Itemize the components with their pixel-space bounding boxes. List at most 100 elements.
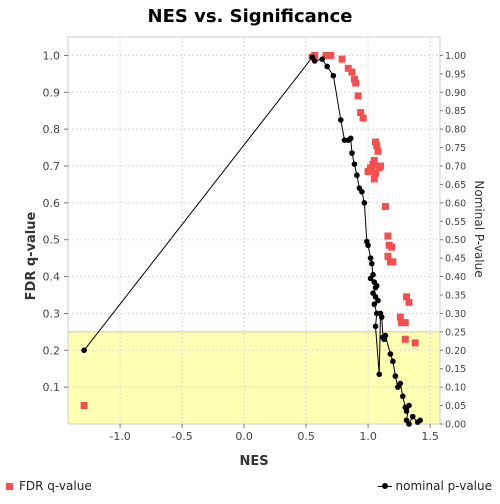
nominal-p-value-point <box>406 402 412 409</box>
y2-axis-label: Nominal P-value <box>472 180 486 277</box>
nominal-p-value-point <box>392 373 399 379</box>
y-axis-label: FDR q-value <box>24 211 39 300</box>
y-tick-label: 0.8 <box>43 123 61 136</box>
y2-tick-label: 0.65 <box>445 180 466 191</box>
fdr-q-value-point <box>311 51 319 59</box>
fdr-q-value-point <box>384 232 392 240</box>
fdr-q-value-point <box>405 298 413 306</box>
fdr-q-value-point <box>369 160 377 168</box>
nominal-legend-line-icon <box>377 482 392 490</box>
nominal-p-value-point <box>365 242 371 249</box>
y2-tick-label: 0.25 <box>445 327 466 338</box>
legend-fdr: FDR q-value <box>6 479 92 493</box>
x-tick-label: -1.0 <box>109 430 130 443</box>
y-tick-label: 0.9 <box>43 86 61 99</box>
fdr-q-value-point <box>327 51 335 59</box>
y2-tick-label: 0.50 <box>445 235 466 246</box>
fdr-q-value-point <box>401 319 409 327</box>
fdr-q-value-point <box>388 243 396 251</box>
nominal-p-value-point <box>359 189 365 195</box>
nominal-p-value-point <box>400 393 406 400</box>
nominal-p-value-point <box>390 358 396 365</box>
nominal-p-value-point <box>375 297 381 304</box>
x-axis: -1.0 -0.5 0.0 0.5 1.0 1.5 <box>109 424 439 443</box>
fdr-q-value-markers <box>80 51 419 410</box>
x-tick-label: 1.5 <box>421 430 439 443</box>
y-tick-label: 0.6 <box>43 197 61 210</box>
nominal-p-value-point <box>351 161 358 167</box>
fdr-q-value-point <box>372 138 380 146</box>
y2-tick-label: 0.85 <box>445 106 466 117</box>
y-axis-right: 0.00 0.05 0.10 0.15 0.20 0.25 0.30 0.35 0.40 0.45… <box>440 51 466 431</box>
nominal-p-value-point <box>354 172 360 179</box>
fdr-q-value-point <box>350 75 358 83</box>
nominal-p-value-point <box>361 200 368 206</box>
y2-tick-label: 0.55 <box>445 217 466 228</box>
fdr-q-value-point <box>373 142 381 150</box>
nominal-p-value-point <box>403 408 410 414</box>
y2-tick-label: 0.05 <box>445 401 466 412</box>
fdr-q-value-point <box>348 68 356 76</box>
y-tick-label: 1.0 <box>43 49 61 62</box>
nominal-p-value-point <box>367 255 374 261</box>
y2-tick-label: 0.35 <box>445 291 466 302</box>
fdr-q-value-point <box>384 252 392 260</box>
fdr-q-value-point <box>411 339 419 347</box>
nominal-p-value-point <box>382 332 389 339</box>
fdr-q-value-point <box>80 402 88 410</box>
y2-tick-label: 0.70 <box>445 162 466 173</box>
plot-frame <box>67 36 441 425</box>
y-tick-label: 0.1 <box>43 381 61 394</box>
fdr-q-value-point <box>368 166 376 174</box>
fdr-q-value-point <box>364 168 372 176</box>
x-tick-label: 1.0 <box>359 430 377 443</box>
y2-tick-label: 1.00 <box>445 51 466 62</box>
x-tick-label: 0.0 <box>235 430 253 443</box>
nominal-p-value-point <box>367 275 374 282</box>
fdr-q-value-point <box>372 169 380 177</box>
nominal-p-value-point <box>349 150 355 156</box>
nominal-p-value-point <box>324 63 330 70</box>
nominal-p-value-point <box>319 56 326 62</box>
fdr-q-value-point <box>338 55 346 63</box>
nominal-p-value-point <box>378 314 385 320</box>
y-tick-label: 0.7 <box>43 160 61 173</box>
y-tick-label: 0.2 <box>43 344 61 357</box>
y2-tick-label: 0.40 <box>445 272 466 283</box>
fdr-q-value-point <box>389 258 397 266</box>
nominal-p-value-markers <box>81 54 423 427</box>
y2-tick-label: 0.60 <box>445 198 466 209</box>
x-tick-label: -0.5 <box>171 430 192 443</box>
fdr-q-value-point <box>357 109 365 117</box>
significance-band <box>68 331 440 424</box>
fdr-q-value-point <box>322 51 330 59</box>
x-axis-label: NES <box>239 454 268 469</box>
y2-tick-label: 0.15 <box>445 364 466 375</box>
nominal-p-value-point <box>409 413 416 420</box>
nominal-p-value-point <box>372 323 379 330</box>
y-tick-label: 0.4 <box>43 271 61 284</box>
y2-tick-label: 0.20 <box>445 346 466 357</box>
nominal-p-value-point <box>371 301 378 308</box>
fdr-q-value-point <box>398 319 406 327</box>
x-tick-label: 0.5 <box>297 430 315 443</box>
y2-tick-label: 0.80 <box>445 125 466 136</box>
fdr-q-value-point <box>359 114 367 122</box>
chart-title: NES vs. Significance <box>148 6 353 27</box>
y2-tick-label: 0.00 <box>445 420 466 431</box>
legend-fdr-label: FDR q-value <box>19 479 92 493</box>
fdr-q-value-point <box>396 313 404 321</box>
gridlines <box>68 37 440 424</box>
fdr-q-value-point <box>374 147 382 155</box>
y2-tick-label: 0.45 <box>445 254 466 265</box>
nominal-p-value-point <box>311 58 318 64</box>
fdr-q-value-point <box>381 203 389 211</box>
nominal-p-value-point <box>347 135 354 142</box>
fdr-q-value-point <box>376 162 384 170</box>
fdr-q-value-point <box>354 92 362 100</box>
nominal-p-value-point <box>387 351 394 357</box>
nominal-p-value-point <box>81 347 87 354</box>
nominal-p-value-point <box>330 72 337 79</box>
